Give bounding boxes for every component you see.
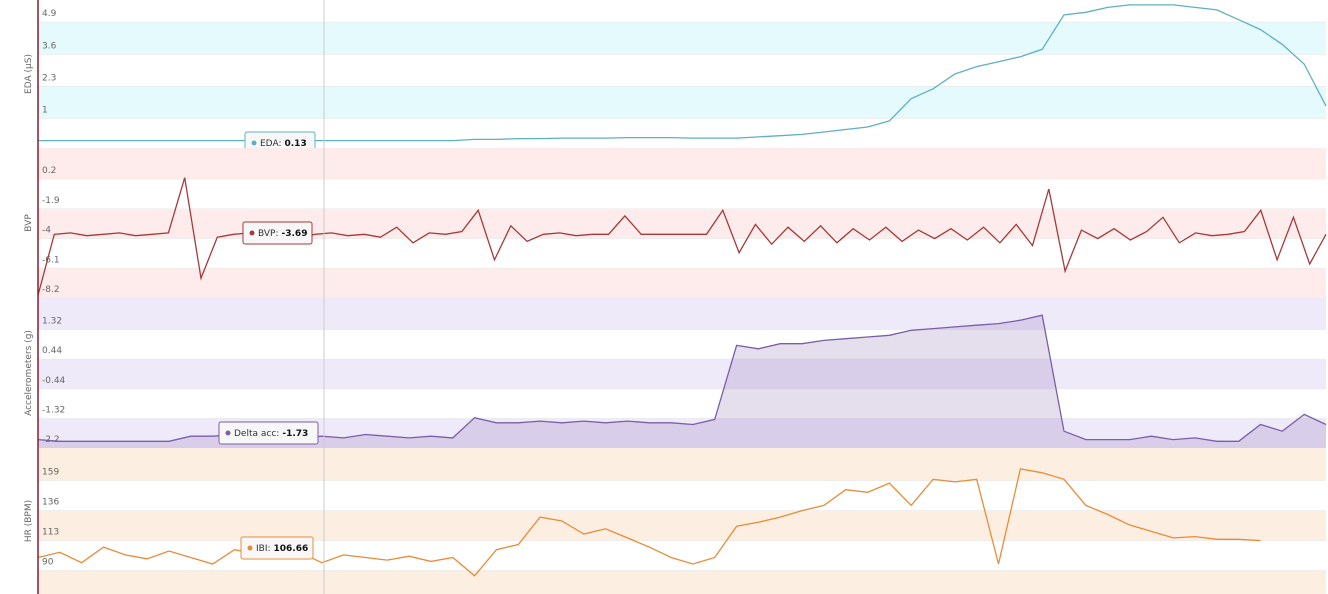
plot-band bbox=[38, 570, 1326, 594]
plot-band bbox=[38, 359, 1326, 389]
tooltip-text: Delta acc: -1.73 bbox=[234, 429, 308, 439]
tooltip-label: IBI: bbox=[256, 544, 271, 554]
tooltip-dot bbox=[225, 430, 231, 436]
area bbox=[38, 315, 1326, 448]
tooltip-value: -1.73 bbox=[282, 429, 308, 439]
tooltip-label: Delta acc: bbox=[234, 429, 279, 439]
y-tick-label: 1 bbox=[42, 105, 48, 115]
tooltip: Delta acc: -1.73 bbox=[218, 421, 319, 445]
tooltip-dot bbox=[251, 140, 257, 146]
y-tick-label: 113 bbox=[42, 528, 59, 538]
tooltip: BVP: -3.69 bbox=[242, 221, 313, 245]
tooltip-value: 0.13 bbox=[285, 139, 307, 149]
plot-band bbox=[38, 22, 1326, 55]
y-tick-label: 3.6 bbox=[42, 41, 57, 51]
plot-band bbox=[38, 148, 1326, 180]
y-tick-label: 136 bbox=[42, 498, 59, 508]
plot-band bbox=[38, 86, 1326, 119]
y-tick-label: -6.1 bbox=[42, 255, 60, 265]
plot-band bbox=[38, 268, 1326, 298]
tooltip-text: BVP: -3.69 bbox=[258, 229, 307, 239]
y-tick-label: 1.32 bbox=[42, 317, 62, 327]
tooltip-dot bbox=[249, 230, 255, 236]
y-tick-label: -1.32 bbox=[42, 405, 65, 415]
plot-band bbox=[38, 298, 1326, 330]
tooltip-label: BVP: bbox=[258, 229, 279, 239]
y-axis-title: Accelerometers (g) bbox=[24, 330, 34, 416]
y-tick-label: -0.44 bbox=[42, 376, 66, 386]
y-tick-label: 4.9 bbox=[42, 9, 57, 19]
tooltip-box bbox=[242, 221, 313, 245]
y-axis-title: HR (BPM) bbox=[24, 500, 34, 542]
tooltip-label: EDA: bbox=[260, 139, 282, 149]
y-tick-label: -8.2 bbox=[42, 285, 60, 295]
y-tick-label: 0.44 bbox=[42, 346, 62, 356]
y-tick-label: 0.2 bbox=[42, 166, 56, 176]
tooltip: IBI: 106.66 bbox=[240, 536, 314, 560]
tooltip-text: IBI: 106.66 bbox=[256, 544, 308, 554]
tooltip-box bbox=[240, 536, 314, 560]
y-tick-label: -4 bbox=[42, 226, 51, 236]
tooltip-value: 106.66 bbox=[274, 544, 309, 554]
plot-band bbox=[38, 448, 1326, 481]
y-tick-label: 159 bbox=[42, 468, 59, 478]
tooltip-value: -3.69 bbox=[282, 229, 308, 239]
tooltip-box bbox=[218, 421, 319, 445]
y-axis-title: EDA (μS) bbox=[24, 54, 34, 94]
y-tick-label: 90 bbox=[42, 558, 54, 568]
tooltip-text: EDA: 0.13 bbox=[260, 139, 307, 149]
y-tick-label: -1.9 bbox=[42, 196, 60, 206]
tooltip-dot bbox=[247, 545, 253, 551]
y-tick-label: 2.3 bbox=[42, 73, 56, 83]
y-axis-title: BVP bbox=[24, 214, 34, 232]
